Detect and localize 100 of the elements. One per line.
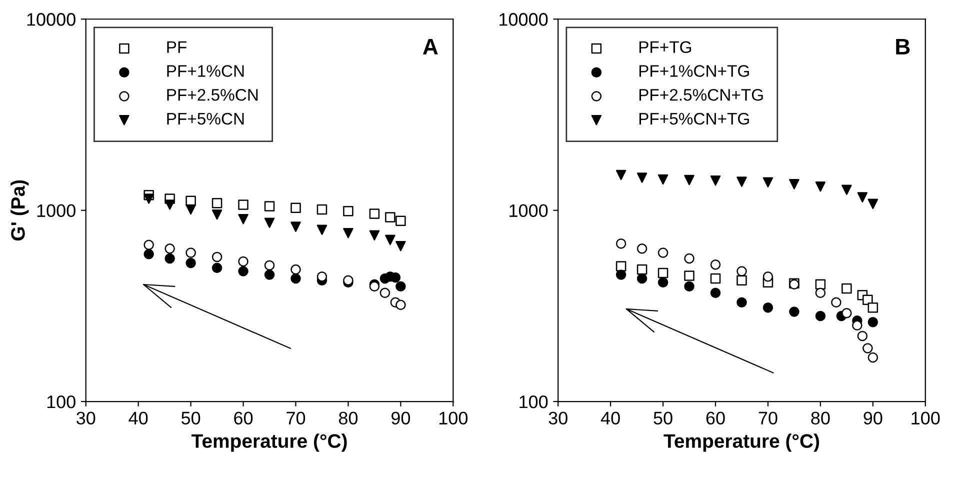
point bbox=[186, 258, 196, 268]
point bbox=[264, 218, 275, 228]
point bbox=[815, 310, 826, 322]
point bbox=[842, 308, 852, 318]
point bbox=[658, 248, 668, 258]
x-tick-label: 80 bbox=[811, 412, 830, 425]
point bbox=[238, 200, 248, 210]
point bbox=[658, 268, 668, 278]
point bbox=[762, 272, 774, 282]
point bbox=[212, 198, 222, 208]
point bbox=[144, 240, 154, 250]
point bbox=[238, 256, 248, 267]
legend-label: PF+1%CN+TG bbox=[639, 65, 749, 77]
point bbox=[369, 230, 380, 240]
point bbox=[385, 212, 396, 222]
x-tick-label: 90 bbox=[391, 412, 410, 425]
point bbox=[789, 306, 800, 317]
x-axis-title: Temperature (°C) bbox=[191, 434, 347, 452]
x-tick-label: 70 bbox=[286, 412, 306, 425]
point bbox=[684, 174, 694, 186]
point bbox=[212, 262, 222, 273]
x-tick-label: 40 bbox=[600, 412, 620, 425]
point bbox=[636, 264, 648, 275]
x-tick-label: 50 bbox=[654, 412, 672, 425]
point bbox=[290, 264, 301, 275]
point bbox=[238, 266, 248, 276]
point bbox=[831, 297, 842, 308]
legend-label: PF+5%CN+TG bbox=[639, 112, 749, 125]
point bbox=[762, 302, 774, 313]
point bbox=[396, 216, 406, 226]
point bbox=[144, 249, 154, 260]
point bbox=[842, 283, 852, 294]
point bbox=[762, 177, 774, 188]
point bbox=[290, 202, 301, 213]
point bbox=[710, 175, 721, 186]
point bbox=[658, 174, 668, 185]
legend-label: PF bbox=[167, 41, 186, 53]
legend-label: PF+2.5%CN bbox=[167, 88, 258, 101]
x-tick-label: 30 bbox=[76, 412, 96, 425]
point bbox=[710, 273, 721, 284]
point bbox=[164, 200, 175, 210]
point bbox=[186, 204, 196, 215]
point bbox=[789, 179, 800, 190]
point bbox=[684, 270, 694, 281]
point bbox=[264, 260, 275, 271]
y-tick-label: 10000 bbox=[27, 13, 76, 26]
annotation: B bbox=[896, 39, 910, 54]
point bbox=[736, 176, 747, 187]
point bbox=[238, 214, 248, 224]
y-tick-label: 100 bbox=[520, 395, 548, 408]
point bbox=[616, 261, 626, 272]
x-tick-label: 60 bbox=[234, 412, 253, 425]
point bbox=[842, 184, 852, 195]
x-tick-label: 100 bbox=[912, 412, 940, 425]
point bbox=[186, 248, 196, 258]
point bbox=[868, 198, 878, 210]
point bbox=[636, 244, 648, 254]
point bbox=[736, 275, 747, 286]
point bbox=[144, 194, 154, 204]
y-tick-label: 1000 bbox=[510, 204, 548, 218]
x-axis-title: Temperature (°C) bbox=[664, 434, 820, 452]
legend-label: PF+1%CN bbox=[167, 65, 244, 77]
x-tick-label: 40 bbox=[128, 412, 148, 425]
x-tick-label: 50 bbox=[181, 412, 200, 425]
point bbox=[369, 208, 380, 219]
point bbox=[684, 281, 694, 292]
point bbox=[316, 272, 328, 282]
legend-label: PF+5%CN bbox=[167, 112, 244, 125]
x-tick-label: 30 bbox=[548, 412, 568, 425]
point bbox=[396, 300, 406, 310]
point bbox=[290, 273, 301, 284]
point bbox=[264, 270, 275, 280]
point bbox=[857, 192, 868, 202]
point bbox=[857, 330, 868, 342]
legend-label: PF+2.5%CN+TG bbox=[639, 88, 763, 101]
point bbox=[164, 244, 175, 254]
point bbox=[710, 288, 721, 298]
point bbox=[290, 222, 301, 232]
x-tick-label: 80 bbox=[338, 412, 358, 425]
point bbox=[396, 240, 406, 252]
point bbox=[212, 252, 222, 262]
point bbox=[862, 343, 873, 354]
point bbox=[385, 234, 396, 246]
annotation: A bbox=[422, 39, 438, 54]
legend-label: PF+TG bbox=[639, 41, 692, 54]
x-tick-label: 60 bbox=[706, 412, 725, 425]
x-tick-label: 70 bbox=[758, 412, 778, 425]
y-tick-label: 10000 bbox=[500, 13, 548, 26]
point bbox=[212, 209, 222, 220]
point bbox=[658, 277, 668, 288]
point bbox=[815, 182, 826, 192]
point bbox=[815, 288, 826, 298]
point bbox=[380, 288, 390, 298]
point bbox=[636, 273, 648, 284]
point bbox=[868, 317, 878, 328]
point bbox=[369, 281, 380, 292]
point bbox=[815, 279, 826, 290]
point bbox=[164, 253, 175, 264]
point bbox=[316, 204, 328, 215]
point bbox=[868, 352, 878, 363]
